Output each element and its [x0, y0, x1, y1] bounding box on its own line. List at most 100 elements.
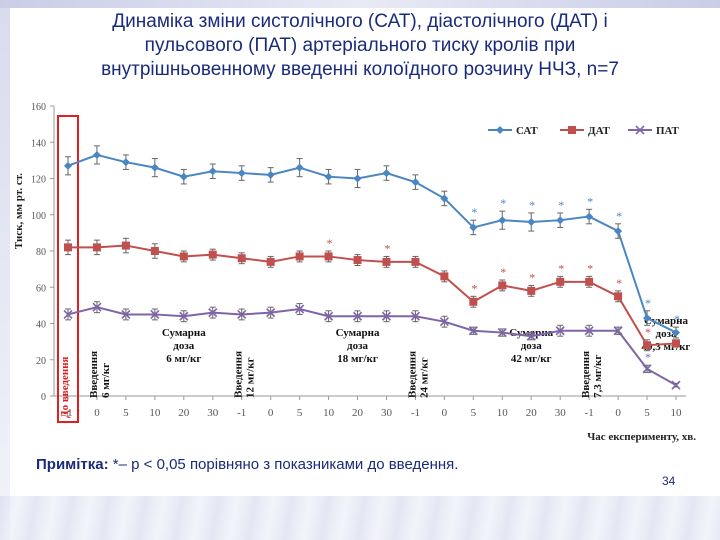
y-tick-label: 100: [31, 211, 46, 222]
slide-title: Динаміка зміни систолічного (САТ), діаст…: [14, 10, 706, 82]
x-tick-label: 10: [671, 407, 683, 419]
data-point: [440, 272, 449, 281]
data-point: [556, 216, 565, 225]
decorative-left-border: [0, 0, 10, 540]
title-line-3: внутрішньовенному введенні колоїдного ро…: [101, 59, 619, 80]
data-point: [381, 311, 392, 321]
data-point: [469, 297, 478, 306]
legend-marker: [568, 126, 576, 134]
significance-star: *: [471, 281, 477, 295]
data-point: [498, 281, 507, 290]
significance-star: *: [645, 296, 651, 310]
data-point: [468, 326, 478, 336]
annotation-line: 6 мг/кг: [100, 363, 112, 398]
x-tick-label: 0: [268, 407, 274, 419]
data-point: [208, 308, 218, 318]
annotation-vertical: Введення 7,3 мг/кг: [580, 351, 604, 398]
legend-marker: [496, 126, 504, 134]
data-point: [121, 241, 130, 250]
data-point: [469, 223, 478, 232]
annotation-line: 12 мг/кг: [245, 357, 257, 398]
x-tick-label: 0: [442, 407, 448, 419]
data-point: [179, 172, 188, 181]
annotation-line: Сумарна: [644, 315, 688, 327]
series-line-ДАТ: [68, 244, 677, 347]
x-tick-label: 20: [526, 407, 538, 419]
x-tick-label: 0: [615, 407, 621, 419]
annotation-vertical: До введення →: [59, 356, 83, 418]
x-tick-label: -1: [63, 407, 72, 419]
x-tick-label: 30: [555, 407, 567, 419]
x-tick-label: 5: [471, 407, 477, 419]
page-number: 34: [662, 474, 676, 488]
data-point: [353, 256, 362, 265]
data-point: [411, 257, 420, 266]
data-point: [324, 172, 333, 181]
data-point: [440, 194, 449, 203]
x-tick-label: -1: [585, 407, 594, 419]
data-point: [63, 309, 73, 320]
decorative-bottom-band: [0, 496, 720, 540]
data-point: [498, 216, 507, 225]
data-point: [324, 252, 333, 261]
annotation-line: Введення: [88, 351, 100, 398]
annotation-line: доза: [521, 340, 542, 352]
significance-star: *: [500, 196, 506, 210]
data-point: [555, 326, 565, 336]
annotation-line: доза: [173, 340, 194, 352]
data-point: [614, 227, 623, 236]
data-point: [92, 302, 102, 312]
data-point: [642, 364, 652, 374]
annotation-line: Сумарна: [162, 327, 206, 339]
legend-label: ДАТ: [588, 125, 611, 137]
data-point: [643, 314, 652, 323]
data-point: [671, 380, 681, 390]
legend-label: САТ: [516, 125, 538, 137]
footnote-label: Примітка:: [36, 456, 109, 473]
x-tick-label: -1: [411, 407, 420, 419]
x-tick-label: 5: [297, 407, 303, 419]
y-tick-label: 140: [31, 138, 46, 149]
y-tick-label: 20: [36, 356, 46, 367]
data-point: [672, 339, 680, 348]
x-tick-label: 20: [352, 407, 364, 419]
data-point: [64, 243, 72, 252]
data-point: [643, 341, 652, 350]
x-tick-label: 20: [178, 407, 190, 419]
data-point: [613, 326, 623, 336]
x-tick-label: 5: [644, 407, 650, 419]
x-tick-label: 5: [123, 407, 129, 419]
data-point: [150, 309, 160, 320]
data-point: [237, 254, 246, 263]
significance-star: *: [587, 194, 593, 208]
significance-star: *: [500, 265, 506, 279]
data-point: [527, 218, 536, 226]
title-line-1: Динаміка зміни систолічного (САТ), діаст…: [112, 11, 608, 32]
data-point: [208, 250, 217, 259]
significance-star: *: [471, 205, 477, 219]
data-point: [353, 174, 362, 183]
y-tick-label: 0: [41, 392, 46, 403]
y-axis-title: Тиск, мм рт. ст.: [13, 173, 25, 249]
annotation-line: Введення: [580, 351, 592, 398]
data-point: [324, 311, 334, 321]
data-point: [92, 243, 101, 252]
annotation-vertical: Введення 24 мг/кг: [406, 351, 430, 398]
data-point: [585, 277, 594, 286]
data-point: [584, 326, 594, 336]
data-point: [410, 311, 420, 321]
data-point: [411, 178, 420, 187]
significance-star: *: [529, 270, 535, 284]
annotation-line: 42 мг/кг: [511, 353, 552, 365]
footnote-text: *– p < 0,05 порівняно з показниками до в…: [108, 456, 459, 473]
data-point: [179, 252, 188, 261]
annotation-line: До введення: [59, 356, 71, 418]
data-point: [150, 247, 159, 255]
significance-star: *: [616, 276, 622, 290]
significance-star: *: [645, 325, 651, 339]
y-tick-label: 120: [31, 175, 46, 186]
footnote: Примітка: *– p < 0,05 порівняно з показн…: [36, 456, 656, 473]
data-point: [121, 158, 130, 167]
x-axis-title: Час експерименту, хв.: [587, 431, 696, 443]
data-point: [526, 331, 536, 341]
